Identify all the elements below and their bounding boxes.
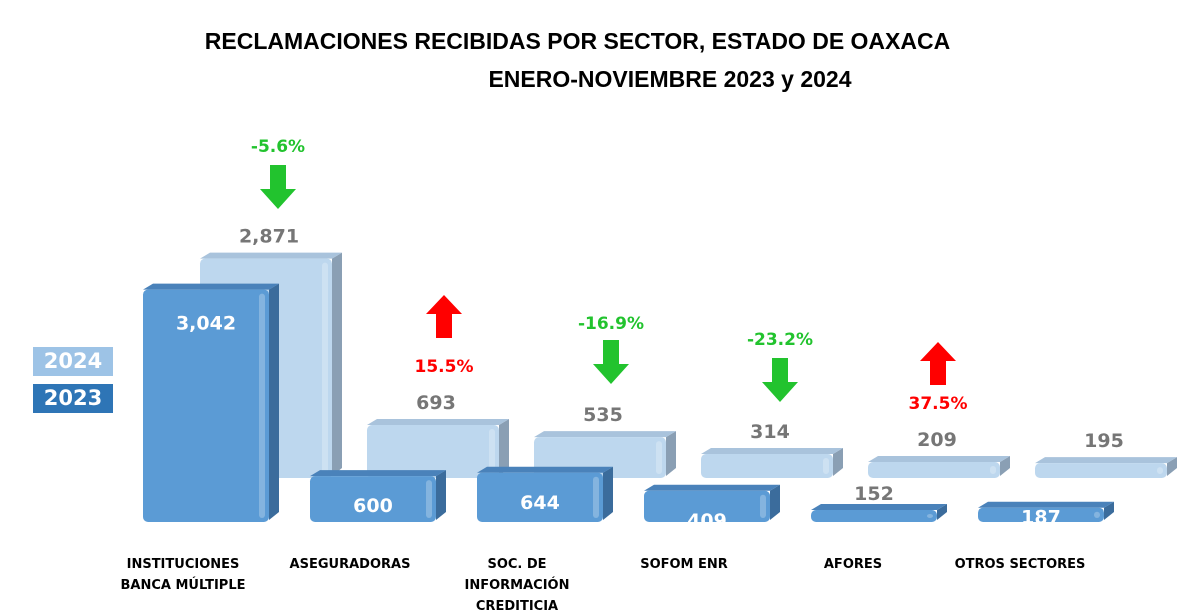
- category-label: INSTITUCIONES: [127, 557, 240, 572]
- chart-title: RECLAMACIONES RECIBIDAS POR SECTOR, ESTA…: [204, 28, 951, 54]
- data-label-2024: 535: [583, 404, 623, 426]
- bar-2023: [644, 490, 770, 522]
- bar-2023-top: [143, 283, 279, 290]
- bar-2024-top: [534, 431, 676, 438]
- bar-2023-highlight: [259, 293, 265, 518]
- bar-2024-top: [701, 448, 843, 455]
- arrow-down-icon: [593, 340, 629, 384]
- data-label-2023: 600: [353, 495, 393, 517]
- bar-2023-top: [811, 504, 947, 510]
- bar-2024-side: [1000, 456, 1010, 476]
- category-label: SOC. DE: [487, 557, 546, 572]
- bar-2023: [310, 476, 436, 522]
- bar-2024-side: [1167, 457, 1177, 476]
- data-label-2024: 2,871: [239, 226, 299, 248]
- bar-2024-side: [666, 431, 676, 476]
- change-label: 15.5%: [415, 357, 474, 377]
- bar-2023-highlight: [927, 514, 933, 518]
- bar-2023: [477, 472, 603, 522]
- data-label-2024: 209: [917, 429, 957, 451]
- change-label: -5.6%: [251, 137, 305, 157]
- arrow-up-icon: [920, 342, 956, 385]
- change-label: -23.2%: [747, 330, 813, 350]
- bar-2024-top: [367, 419, 509, 426]
- data-label-2023: 644: [520, 492, 560, 514]
- bar-2023-side: [770, 484, 780, 520]
- data-label-2024: 314: [750, 421, 790, 443]
- data-label-2023: 3,042: [176, 313, 236, 335]
- bar-2024-highlight: [656, 441, 662, 474]
- bar-2024: [701, 454, 833, 478]
- bar-2023-highlight: [426, 480, 432, 518]
- bar-2023-highlight: [1094, 511, 1100, 518]
- bar-2023-highlight: [760, 494, 766, 518]
- bar-2023-top: [644, 484, 780, 491]
- category-label: AFORES: [824, 557, 882, 572]
- bar-2023-side: [436, 470, 446, 520]
- bar-2023-top: [978, 501, 1114, 508]
- bar-2023-side: [269, 283, 279, 520]
- arrow-down-icon: [762, 358, 798, 402]
- bar-2023-side: [603, 466, 613, 520]
- bar-2024-highlight: [823, 458, 829, 474]
- category-label: INFORMACIÓN: [465, 577, 570, 593]
- bar-2023: [978, 507, 1104, 522]
- bar-2024-side: [499, 419, 509, 476]
- bar-2024-highlight: [1157, 467, 1163, 474]
- bar-2024-highlight: [990, 466, 996, 474]
- data-label-2023: 409: [687, 510, 727, 532]
- bar-2024: [868, 462, 1000, 478]
- arrow-up-icon: [426, 295, 462, 338]
- bar-2024-top: [1035, 457, 1177, 464]
- bar-2024-side: [833, 448, 843, 476]
- chart-subtitle: ENERO-NOVIEMBRE 2023 y 2024: [488, 66, 852, 92]
- category-label: SOFOM ENR: [640, 557, 728, 572]
- data-label-2024: 195: [1084, 430, 1124, 452]
- bar-2023: [811, 510, 937, 522]
- category-label: BANCA MÚLTIPLE: [121, 577, 246, 593]
- bar-2024-top: [200, 252, 342, 259]
- bar-2024: [1035, 463, 1167, 478]
- bar-2024-highlight: [322, 262, 328, 474]
- data-label-2023: 152: [854, 483, 894, 505]
- category-label: ASEGURADORAS: [290, 557, 411, 572]
- bar-2023-side: [1104, 501, 1114, 520]
- bar-2024-side: [332, 252, 342, 476]
- change-label: 37.5%: [909, 394, 968, 414]
- bar-2023-top: [477, 466, 613, 473]
- data-label-2023: 187: [1021, 507, 1061, 529]
- bar-2023-top: [310, 470, 446, 477]
- bar-2023-side: [937, 504, 947, 520]
- bar-2023: [143, 289, 269, 522]
- data-label-2024: 693: [416, 392, 456, 414]
- bar-2024: [367, 425, 499, 478]
- change-label: -16.9%: [578, 314, 644, 334]
- bar-2023-highlight: [593, 476, 599, 518]
- bar-2024-highlight: [489, 429, 495, 474]
- category-label: OTROS SECTORES: [955, 557, 1086, 572]
- legend-2024: 2024: [33, 347, 113, 376]
- legend-2023: 2023: [33, 384, 113, 413]
- category-label: CREDITICIA: [476, 599, 558, 614]
- bar-2024-top: [868, 456, 1010, 463]
- arrow-down-icon: [260, 165, 296, 209]
